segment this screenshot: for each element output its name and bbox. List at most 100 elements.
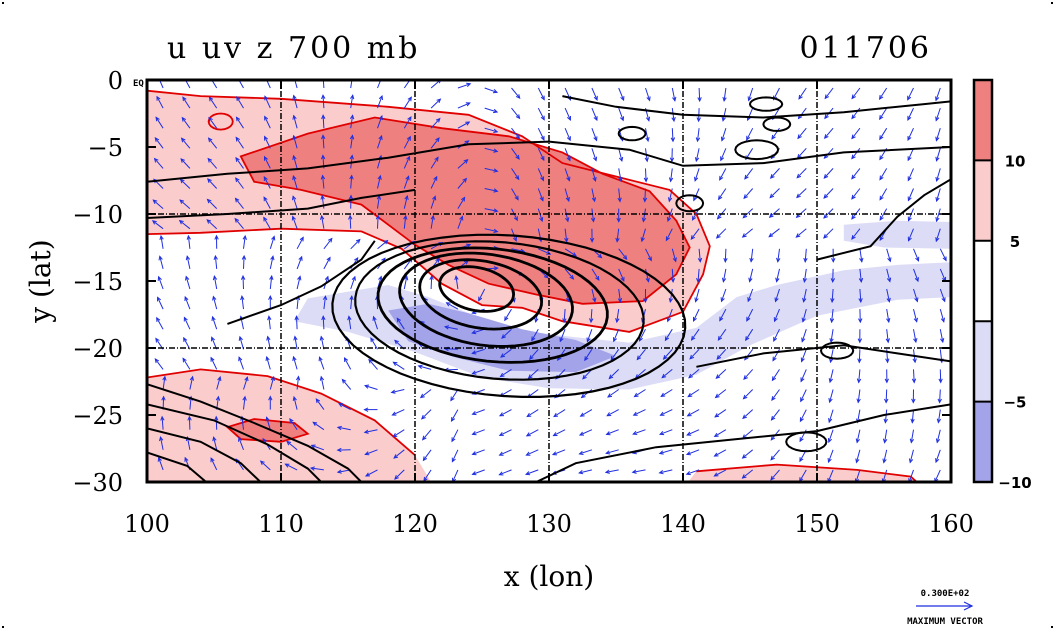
- wind-vector-head: [151, 220, 157, 225]
- wind-vector: [350, 275, 356, 290]
- wind-vector-shaft: [349, 215, 352, 229]
- wind-vector: [798, 87, 807, 100]
- wind-vector-shaft: [210, 357, 218, 370]
- wind-vector-head: [745, 336, 750, 342]
- wind-vector-shaft: [212, 316, 218, 330]
- wind-vector: [713, 449, 727, 457]
- wind-vector: [478, 288, 486, 302]
- wind-vector-head: [801, 317, 806, 323]
- wind-vector-head: [153, 157, 159, 163]
- wind-vector: [527, 369, 539, 379]
- wind-vector: [851, 228, 861, 240]
- wind-vector: [234, 217, 244, 230]
- wind-vector-shaft: [886, 288, 890, 302]
- wind-vector: [633, 389, 646, 398]
- wind-vector-shaft: [659, 429, 673, 435]
- wind-vector-shaft: [720, 148, 727, 161]
- wind-vector-head: [694, 297, 699, 303]
- wind-vector-head: [154, 358, 160, 364]
- wind-vector-head: [856, 398, 861, 404]
- wind-vector-shaft: [266, 356, 271, 370]
- wind-vector-shaft: [209, 97, 218, 109]
- wind-vector: [321, 114, 326, 129]
- wind-vector: [182, 96, 191, 109]
- wind-vector: [238, 335, 244, 350]
- wind-vector: [694, 148, 700, 163]
- wind-vector: [723, 248, 728, 263]
- wind-vector: [377, 134, 383, 149]
- wind-vector-shaft: [472, 469, 485, 475]
- wind-vector: [422, 449, 432, 462]
- wind-vector-shaft: [613, 329, 620, 342]
- wind-vector-shaft: [526, 409, 539, 417]
- wind-vector-head: [406, 135, 411, 141]
- wind-vector-shaft: [645, 128, 649, 142]
- wind-vector-head: [241, 254, 247, 260]
- wind-vector: [769, 188, 780, 199]
- wind-vector-head: [454, 275, 459, 281]
- wind-vector-shaft: [635, 369, 646, 379]
- wind-vector-head: [321, 315, 326, 321]
- wind-vector-shaft: [348, 316, 352, 330]
- wind-vector-shaft: [377, 135, 383, 149]
- wind-vector-head: [851, 194, 856, 200]
- wind-vector-head: [595, 275, 600, 281]
- wind-vector-shaft: [564, 228, 568, 242]
- wind-vector-head: [349, 174, 354, 180]
- wind-vector-shaft: [501, 328, 512, 339]
- wind-vector: [538, 248, 552, 255]
- wind-vector: [802, 268, 808, 283]
- wind-vector: [803, 248, 808, 263]
- wind-vector-head: [393, 454, 399, 459]
- wind-vector-head: [659, 431, 665, 436]
- wind-vector: [770, 449, 780, 461]
- wind-vector-head: [631, 469, 637, 474]
- wind-vector-shaft: [457, 197, 466, 209]
- wind-vector-head: [404, 194, 409, 201]
- wind-vector: [616, 208, 621, 223]
- wind-vector-head: [434, 156, 439, 162]
- wind-vector-head: [797, 134, 802, 140]
- wind-vector: [315, 398, 325, 410]
- wind-vector: [154, 136, 164, 149]
- wind-vector-head: [828, 378, 833, 384]
- wind-vector-head: [886, 277, 892, 283]
- wind-vector-shaft: [634, 389, 646, 398]
- wind-vector: [484, 127, 499, 133]
- wind-vector: [341, 378, 352, 390]
- wind-vector: [748, 268, 754, 283]
- wind-vector: [664, 328, 673, 342]
- wind-vector-shaft: [771, 389, 780, 401]
- wind-vector-shaft: [913, 248, 919, 261]
- wind-vector: [403, 214, 408, 229]
- wind-vector: [591, 288, 597, 303]
- wind-vector-head: [540, 95, 545, 101]
- wind-vector-head: [719, 316, 724, 322]
- wind-vector-shaft: [564, 148, 571, 161]
- wind-vector-shaft: [908, 469, 914, 482]
- wind-vector: [578, 469, 593, 475]
- wind-vector-shaft: [350, 239, 361, 250]
- wind-vector: [156, 95, 164, 109]
- wind-vector-shaft: [529, 348, 539, 360]
- wind-vector-head: [851, 134, 856, 140]
- wind-vector: [529, 348, 539, 361]
- wind-vector-head: [377, 174, 382, 180]
- wind-vector-head: [451, 457, 456, 463]
- wind-vector-head: [885, 358, 890, 364]
- wind-vector-shaft: [768, 228, 780, 238]
- wind-vector-shaft: [263, 217, 271, 229]
- wind-vector-head: [372, 315, 377, 321]
- wind-vector-shaft: [511, 168, 520, 180]
- wind-vector-head: [463, 159, 469, 164]
- wind-vector-shaft: [243, 255, 245, 269]
- wind-vector-head: [351, 275, 356, 281]
- wind-vector-shaft: [851, 127, 861, 139]
- wind-vector-shaft: [350, 80, 353, 89]
- wind-vector-head: [667, 197, 673, 203]
- wind-vector-shaft: [393, 449, 405, 459]
- plot-area: [145, 78, 953, 484]
- wind-vector-head: [310, 444, 316, 449]
- wind-vector-shaft: [403, 80, 411, 89]
